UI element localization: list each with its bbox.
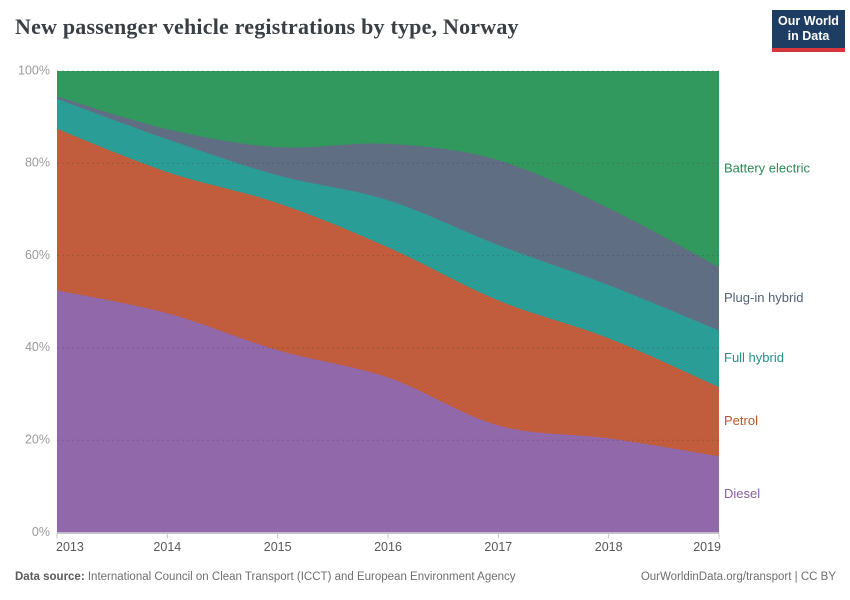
legend-label-diesel[interactable]: Diesel <box>724 486 760 501</box>
owid-logo[interactable]: Our World in Data <box>772 10 845 52</box>
y-axis-label-80: 80% <box>25 156 50 170</box>
x-axis-label-2015: 2015 <box>264 540 292 554</box>
x-axis-label-2019: 2019 <box>693 540 721 554</box>
x-axis-label-2018: 2018 <box>595 540 623 554</box>
y-axis-label-60: 60% <box>25 248 50 262</box>
y-axis-label-40: 40% <box>25 340 50 354</box>
y-axis-label-0: 0% <box>32 525 50 539</box>
x-axis-label-2013: 2013 <box>56 540 84 554</box>
legend-label-full-hybrid[interactable]: Full hybrid <box>724 350 784 365</box>
logo-line2: in Data <box>787 29 830 43</box>
x-axis-label-2017: 2017 <box>484 540 512 554</box>
data-source-label: Data source: <box>15 571 85 583</box>
legend-label-battery-electric[interactable]: Battery electric <box>724 161 810 176</box>
data-source: Data source: International Council on Cl… <box>15 571 516 583</box>
x-axis-label-2016: 2016 <box>374 540 402 554</box>
credit-link[interactable]: OurWorldinData.org/transport <box>640 571 792 583</box>
data-source-text: International Council on Clean Transport… <box>84 571 516 583</box>
credit-license: | CC BY <box>791 571 836 583</box>
x-axis-label-2014: 2014 <box>153 540 181 554</box>
area-diesel[interactable] <box>57 290 719 533</box>
credit: OurWorldinData.org/transport | CC BY <box>641 571 836 583</box>
y-axis-label-20: 20% <box>25 432 50 446</box>
logo-line1: Our World <box>778 14 839 28</box>
legend-label-petrol[interactable]: Petrol <box>724 413 758 428</box>
chart-title: New passenger vehicle registrations by t… <box>15 14 519 39</box>
y-axis-label-100: 100% <box>18 63 50 77</box>
legend-label-plug-in-hybrid[interactable]: Plug-in hybrid <box>724 290 804 305</box>
